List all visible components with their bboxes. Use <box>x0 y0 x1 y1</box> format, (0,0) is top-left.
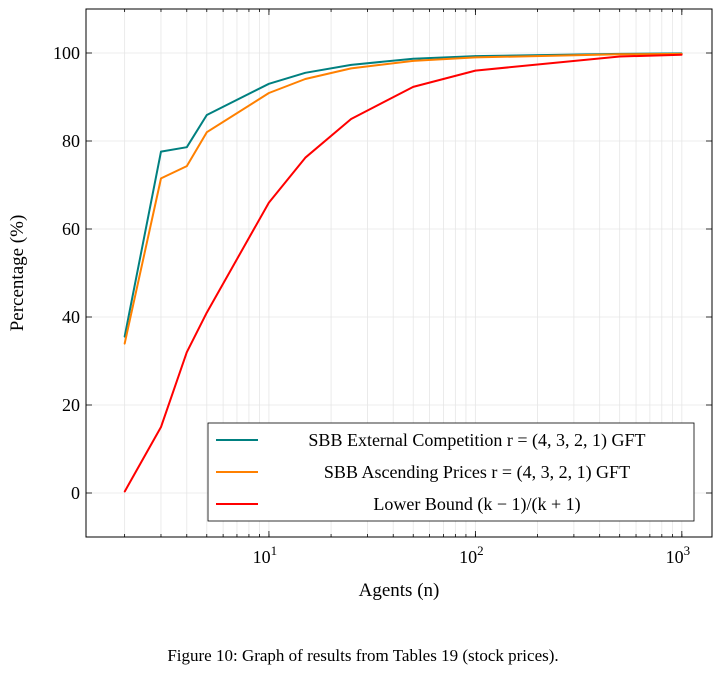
y-tick-label: 80 <box>62 131 80 151</box>
y-tick-label: 0 <box>71 483 80 503</box>
data-point <box>160 426 162 428</box>
data-point <box>123 490 126 493</box>
x-tick-label: 103 <box>666 543 691 567</box>
data-point <box>304 78 307 80</box>
data-point <box>618 55 621 58</box>
data-point <box>185 165 188 167</box>
legend-box <box>207 422 695 522</box>
figure-caption: Figure 10: Graph of results from Tables … <box>167 646 559 665</box>
data-point <box>160 150 162 153</box>
x-tick-label: 101 <box>253 543 278 567</box>
data-point <box>268 201 270 204</box>
series-lines <box>123 52 683 493</box>
data-point <box>185 351 188 354</box>
data-point <box>412 86 415 88</box>
legend-entry: SBB Ascending Prices r = (4, 3, 2, 1) GF… <box>324 462 630 483</box>
data-point <box>185 146 188 148</box>
series-line-1 <box>123 52 682 337</box>
y-tick-label: 100 <box>53 43 80 63</box>
plot-frame <box>85 8 713 538</box>
data-point <box>268 92 270 94</box>
data-point <box>350 118 352 120</box>
y-tick-label: 60 <box>62 219 80 239</box>
y-tick-label: 20 <box>62 395 80 415</box>
data-point <box>123 343 126 345</box>
series-line-2 <box>123 52 682 345</box>
data-point <box>474 56 477 59</box>
data-point <box>205 114 208 116</box>
data-point <box>350 67 352 70</box>
data-point <box>268 83 270 85</box>
data-point <box>412 60 415 62</box>
data-point <box>123 336 126 338</box>
data-point <box>304 72 307 74</box>
data-point <box>412 57 415 60</box>
data-point <box>350 64 352 66</box>
data-point <box>618 53 621 56</box>
data-point <box>205 311 208 314</box>
axis-labels: 0 20 40 60 80 100 101 102 103 Agents (n) Percentag… <box>7 43 690 601</box>
data-point <box>205 131 208 133</box>
legend-entry: SBB External Competition r = (4, 3, 2, 1… <box>308 430 645 451</box>
data-point <box>681 53 683 56</box>
y-axis-label: Percentage (%) <box>7 215 28 332</box>
axis-ticks <box>86 9 712 537</box>
data-point <box>160 177 162 180</box>
data-point <box>304 156 307 159</box>
x-axis-label: Agents (n) <box>359 580 440 601</box>
x-tick-label: 102 <box>459 543 484 567</box>
legend: SBB External Competition r = (4, 3, 2, 1… <box>207 422 695 522</box>
legend-entry: Lower Bound (k − 1)/(k + 1) <box>373 494 580 515</box>
y-tick-label: 40 <box>62 307 80 327</box>
data-point <box>474 69 477 72</box>
